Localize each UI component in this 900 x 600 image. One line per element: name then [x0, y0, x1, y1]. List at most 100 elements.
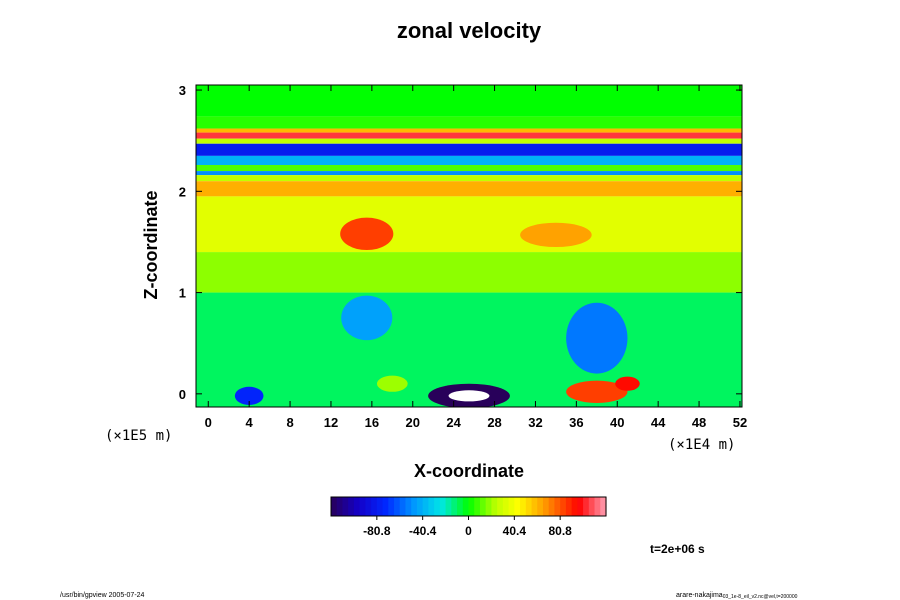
- colorbar-cell: [416, 497, 424, 516]
- x-tick-label: 4: [246, 415, 254, 430]
- colorbar-cell: [331, 497, 338, 516]
- y-axis-ticks: 0 1 2 3: [179, 83, 742, 402]
- colorbar-cell: [353, 497, 361, 516]
- colorbar-cell: [359, 497, 366, 516]
- x-tick-label: 12: [324, 415, 338, 430]
- x-tick-label: 48: [692, 415, 706, 430]
- velocity-field: [196, 85, 742, 407]
- field-feature-6: [340, 217, 394, 251]
- field-feature-7: [520, 222, 592, 248]
- colorbar-cell: [445, 497, 452, 516]
- colorbar-cell: [399, 497, 407, 516]
- colorbar-cell: [531, 497, 538, 516]
- x-tick-label: 40: [610, 415, 624, 430]
- colorbar-cell: [428, 497, 435, 516]
- field-feature-8: [376, 375, 408, 392]
- field-layer-2: [196, 128, 742, 133]
- colorbar-cell: [594, 497, 601, 516]
- field-layer-12: [196, 252, 742, 293]
- colorbar-cell: [371, 497, 378, 516]
- colorbar-cell: [434, 497, 441, 516]
- field-layer-1: [196, 116, 742, 129]
- x-tick-label: 28: [487, 415, 501, 430]
- x-tick-label: 36: [569, 415, 583, 430]
- x-tick-label: 20: [406, 415, 420, 430]
- footer-right-main: arare-nakajima: [676, 592, 723, 599]
- x-tick-label: 8: [286, 415, 293, 430]
- x-tick-label: 44: [651, 415, 666, 430]
- field-feature-4: [566, 302, 628, 374]
- field-layer-11: [196, 196, 742, 253]
- colorbar-cell: [520, 497, 527, 516]
- chart-title: zonal velocity: [397, 18, 542, 43]
- y-tick-label: 0: [179, 387, 186, 402]
- field-layer-0: [196, 85, 742, 117]
- colorbar-cell: [588, 497, 596, 516]
- field-feature-1: [448, 390, 490, 402]
- colorbar-cell: [462, 497, 470, 516]
- colorbar-cell: [336, 497, 344, 516]
- footer-right: arare-nakajima03_1e-8_eil_v2.nc@vel,t=20…: [676, 592, 798, 600]
- colorbar-cell: [451, 497, 458, 516]
- field-feature-2: [234, 386, 264, 405]
- field-layer-5: [196, 143, 742, 156]
- colorbar-tick-label: 80.8: [548, 524, 572, 538]
- x-tick-label: 0: [205, 415, 212, 430]
- colorbar-cell: [479, 497, 487, 516]
- x-axis-ticks: 0 4 8 12 16 20 24 28 32 36 40 44 48 52: [205, 85, 747, 430]
- field-layer-7: [196, 164, 742, 172]
- x-tick-label: 24: [446, 415, 461, 430]
- colorbar-cell: [348, 497, 355, 516]
- footer-left: /usr/bin/gpview 2005-07-24: [60, 592, 145, 599]
- colorbar-cell: [542, 497, 550, 516]
- colorbar-cell: [514, 497, 521, 516]
- x-tick-label: 52: [733, 415, 747, 430]
- colorbar-tick-label: -80.8: [363, 524, 391, 538]
- colorbar: [331, 497, 607, 516]
- colorbar-tick-label: 0: [465, 524, 472, 538]
- field-layer-3: [196, 132, 742, 139]
- colorbar-cell: [600, 497, 607, 516]
- colorbar-cell: [394, 497, 401, 516]
- colorbar-cell: [508, 497, 515, 516]
- x-scale-label: (×1E4 m): [668, 437, 735, 453]
- colorbar-cell: [457, 497, 464, 516]
- colorbar-cell: [554, 497, 561, 516]
- colorbar-cell: [405, 497, 412, 516]
- y-axis-label: Z-coordinate: [141, 190, 161, 299]
- time-label: t=2e+06 s: [650, 542, 705, 556]
- field-layer-10: [196, 181, 742, 197]
- field-feature-9: [615, 376, 640, 391]
- y-tick-label: 3: [179, 83, 186, 98]
- x-tick-label: 32: [528, 415, 542, 430]
- colorbar-cell: [548, 497, 556, 516]
- y-scale-label: (×1E5 m): [105, 428, 172, 444]
- colorbar-ticks: -80.8 -40.4 0 40.4 80.8: [363, 516, 572, 538]
- field-feature-5: [341, 295, 393, 341]
- x-tick-label: 16: [365, 415, 379, 430]
- field-layer-9: [196, 175, 742, 182]
- field-layer-6: [196, 155, 742, 165]
- colorbar-cell: [497, 497, 504, 516]
- colorbar-cell: [571, 497, 578, 516]
- y-tick-label: 2: [179, 184, 186, 199]
- colorbar-cell: [485, 497, 493, 516]
- field-layer-4: [196, 138, 742, 144]
- colorbar-cell: [439, 497, 447, 516]
- colorbar-cell: [537, 497, 544, 516]
- plot-frame: [195, 84, 743, 408]
- colorbar-cell: [491, 497, 498, 516]
- colorbar-cell: [474, 497, 481, 516]
- colorbar-cell: [411, 497, 418, 516]
- colorbar-tick-label: -40.4: [409, 524, 437, 538]
- colorbar-cell: [342, 497, 349, 516]
- colorbar-cell: [376, 497, 384, 516]
- colorbar-cell: [565, 497, 573, 516]
- colorbar-cell: [388, 497, 395, 516]
- y-tick-label: 1: [179, 286, 186, 301]
- colorbar-cell: [502, 497, 510, 516]
- colorbar-cell: [468, 497, 475, 516]
- colorbar-cell: [525, 497, 533, 516]
- colorbar-tick-label: 40.4: [503, 524, 527, 538]
